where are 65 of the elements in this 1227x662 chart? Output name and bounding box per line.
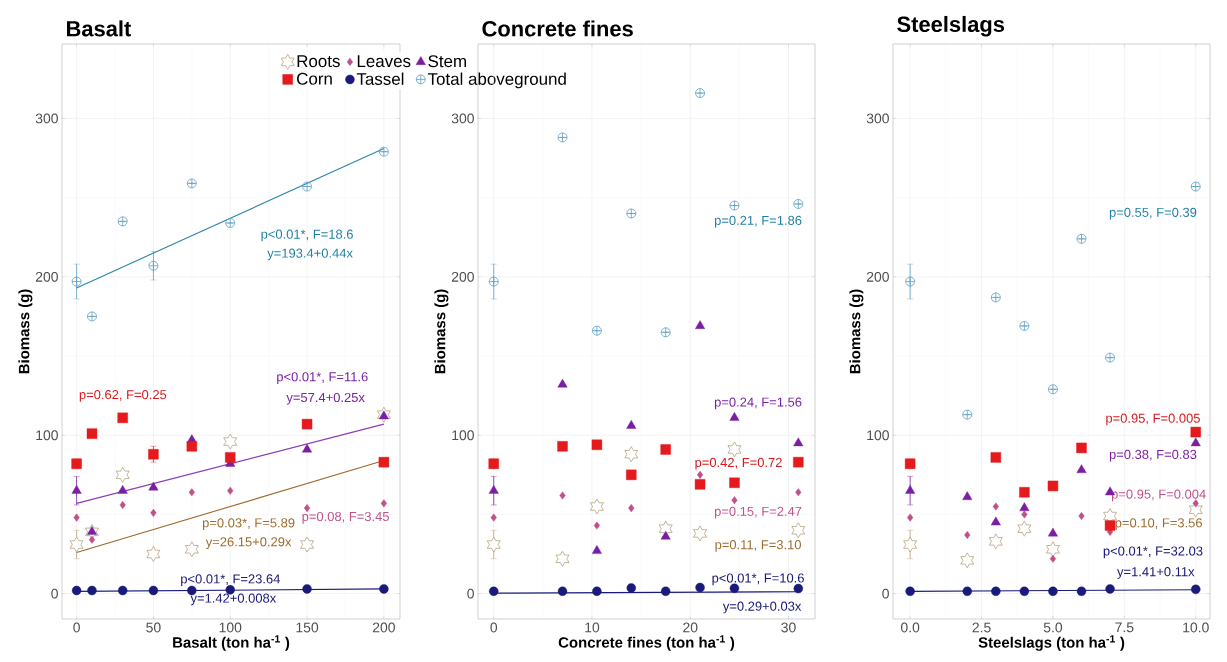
annotation: p=0.15, F=2.47 [714, 506, 802, 519]
x-tick-label: 0 [490, 622, 498, 633]
y-tick-label: 200 [451, 271, 474, 282]
chart-title: Steelslags [897, 15, 1005, 37]
legend-label: Tassel [356, 72, 404, 85]
x-tick-label: 0 [73, 622, 80, 633]
x-axis-title: Basalt (ton ha$^{-1}$ ) [173, 635, 290, 651]
x-tick-label: 30 [781, 622, 796, 633]
legend-label: Roots [297, 55, 340, 68]
annotation: p<0.01*, F=18.6 [261, 229, 353, 242]
y-axis-title: Biomass (g) [849, 289, 864, 374]
x-axis-title: Concrete fines (ton ha$^{-1}$ ) [558, 635, 735, 651]
x-tick-label: 150 [296, 622, 319, 633]
annotation: p=0.95, F=0.004 [1111, 489, 1206, 502]
x-axis-title: Steelslags (ton ha$^{-1}$ ) [978, 635, 1125, 651]
x-tick-label: 0.0 [901, 622, 920, 633]
annotation: y=1.41+0.11x [1117, 567, 1195, 579]
x-tick-label: 200 [372, 622, 395, 633]
annotation: p<0.01*, F=11.6 [277, 372, 368, 384]
y-tick-label: 300 [866, 113, 889, 124]
x-tick-label: 2.5 [972, 622, 991, 633]
legend-label: Leaves [357, 55, 411, 68]
y-tick-label: 300 [451, 113, 474, 124]
legend-label: Corn [297, 72, 332, 85]
annotation: y=26.15+0.29x [205, 537, 292, 549]
legend-label: Stem [428, 55, 466, 68]
annotation: y=0.29+0.03x [722, 601, 802, 614]
x-tick-label: 7.5 [1115, 622, 1134, 633]
y-tick-label: 100 [36, 430, 58, 441]
x-tick-label: 20 [683, 622, 698, 633]
annotation: p<0.01*, F=23.64 [181, 574, 280, 587]
y-tick-label: 100 [452, 430, 474, 441]
legend-label: Total aboveground [427, 72, 566, 89]
annotation: y=1.42+0.008x [190, 593, 277, 606]
annotation: p=0.62, F=0.25 [79, 390, 167, 402]
annotation: p=0.55, F=0.39 [1109, 207, 1197, 220]
x-tick-label: 50 [146, 622, 161, 633]
y-tick-label: 300 [35, 113, 58, 124]
x-tick-label: 10.0 [1183, 622, 1209, 633]
annotation: p=0.10, F=3.56 [1115, 518, 1203, 530]
annotation: y=193.4+0.44x [267, 248, 353, 261]
y-axis-title: Biomass (g) [18, 289, 33, 374]
x-tick-label: 10 [585, 622, 600, 633]
annotation: p=0.03*, F=5.89 [202, 518, 295, 530]
annotation: p=0.38, F=0.83 [1109, 449, 1197, 462]
annotation: p=0.24, F=1.56 [714, 397, 802, 410]
annotation: p=0.95, F=0.005 [1106, 413, 1200, 426]
chart-title: Concrete fines [482, 20, 633, 37]
annotation: p=0.08, F=3.45 [302, 511, 389, 524]
y-tick-label: 200 [35, 271, 58, 282]
annotation: y=57.4+0.25x [286, 392, 365, 405]
chart-title: Basalt [67, 20, 132, 37]
y-tick-label: 100 [867, 430, 889, 441]
annotation: p=0.21, F=1.86 [714, 215, 802, 228]
y-tick-label: 200 [866, 271, 889, 282]
x-tick-label: 100 [219, 622, 242, 633]
annotation: p=0.11, F=3.10 [715, 540, 801, 552]
y-axis-title: Biomass (g) [434, 289, 449, 374]
annotation: p=0.42, F=0.72 [695, 457, 782, 470]
y-tick-label: 0 [51, 588, 58, 599]
annotation: p<0.01*, F=10.6 [712, 573, 804, 586]
annotation: p<0.01*, F=32.03 [1103, 546, 1203, 559]
y-tick-label: 0 [467, 588, 474, 599]
x-tick-label: 5.0 [1043, 622, 1063, 633]
y-tick-label: 0 [882, 588, 889, 599]
